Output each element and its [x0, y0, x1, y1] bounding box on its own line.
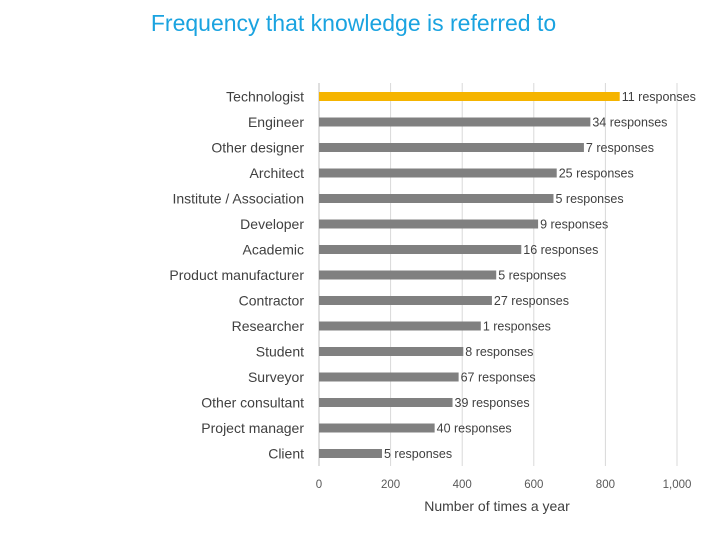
- bar: [319, 194, 554, 203]
- category-label: Architect: [250, 165, 305, 181]
- x-tick-label: 0: [316, 479, 322, 491]
- data-label: 25 responses: [559, 167, 634, 181]
- data-label: 5 responses: [498, 269, 566, 283]
- category-label: Student: [256, 344, 304, 360]
- category-label: Surveyor: [248, 369, 304, 385]
- data-label: 5 responses: [384, 447, 452, 461]
- bar: [319, 117, 591, 127]
- bar: [319, 245, 522, 254]
- bar: [319, 168, 557, 178]
- category-label: Academic: [243, 242, 304, 258]
- data-label: 5 responses: [555, 192, 623, 206]
- category-label: Client: [268, 446, 304, 462]
- bar: [319, 296, 492, 305]
- category-labels: Technologist Engineer Other designer Archit…: [169, 89, 304, 462]
- data-label: 11 responses: [622, 90, 696, 104]
- x-tick-label: 800: [596, 479, 615, 491]
- category-label: Project manager: [201, 420, 304, 436]
- category-label: Engineer: [248, 114, 304, 130]
- bar: [319, 143, 584, 152]
- data-label: 7 responses: [586, 141, 654, 155]
- category-label: Other consultant: [201, 395, 304, 411]
- bar: [319, 449, 383, 458]
- category-label: Researcher: [232, 318, 305, 334]
- x-tick-label: 1,000: [663, 479, 692, 491]
- category-label: Developer: [240, 216, 304, 232]
- category-label: Product manufacturer: [169, 267, 304, 283]
- bar: [319, 219, 539, 229]
- bar: [319, 372, 459, 382]
- data-label: 16 responses: [523, 243, 598, 257]
- x-tick-label: 400: [453, 479, 472, 491]
- data-label: 34 responses: [592, 116, 667, 130]
- x-axis-label: Number of times a year: [424, 498, 570, 514]
- chart-title: Frequency that knowledge is referred to: [150, 10, 557, 36]
- category-label: Contractor: [239, 293, 305, 309]
- bars: [319, 92, 620, 458]
- bar: [319, 347, 464, 356]
- data-label: 40 responses: [437, 422, 512, 436]
- data-label: 27 responses: [494, 294, 569, 308]
- data-label: 39 responses: [455, 396, 530, 410]
- category-label: Technologist: [226, 89, 304, 105]
- bar: [319, 321, 481, 331]
- data-label: 9 responses: [540, 218, 608, 232]
- data-label: 1 responses: [483, 320, 551, 334]
- x-tick-label: 600: [524, 479, 543, 491]
- bar: [319, 398, 453, 407]
- bar: [319, 423, 435, 433]
- data-labels: 11 responses 34 responses 7 responses 25 re…: [384, 90, 696, 461]
- bar: [319, 92, 620, 101]
- data-label: 8 responses: [465, 345, 533, 359]
- x-tick-labels: 0 200 400 600 800 1,000: [316, 479, 692, 491]
- category-label: Other designer: [211, 140, 304, 156]
- x-tick-label: 200: [381, 479, 400, 491]
- bar: [319, 270, 497, 280]
- category-label: Institute / Association: [172, 191, 304, 207]
- data-label: 67 responses: [461, 371, 536, 385]
